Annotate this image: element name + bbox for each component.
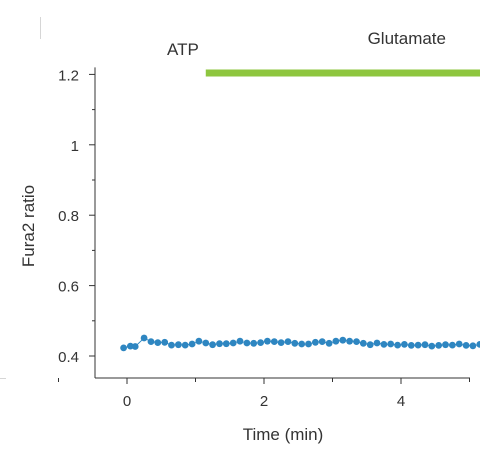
- data-point: [202, 339, 210, 347]
- data-point: [209, 341, 217, 349]
- data-point: [161, 338, 169, 346]
- data-point: [325, 339, 333, 347]
- data-point: [394, 341, 401, 349]
- data-point: [270, 338, 278, 345]
- x-axis-label: Time (min): [243, 425, 324, 444]
- data-point: [284, 338, 292, 345]
- y-axis-ticks: 0.4 0.6 0.8 1 1.2: [58, 67, 95, 366]
- data-point: [469, 342, 477, 350]
- data-point: [236, 337, 244, 345]
- data-point: [380, 341, 388, 348]
- data-point: [346, 337, 353, 345]
- data-point: [305, 340, 312, 348]
- x-tick-label: 2: [260, 393, 268, 410]
- axes: 0.40.60.811.2 0246810: [58, 67, 470, 410]
- data-point: [120, 344, 127, 352]
- data-point: [216, 340, 223, 348]
- data-point: [339, 336, 347, 344]
- scan-artifact-left: [0, 378, 6, 379]
- data-point: [359, 339, 367, 347]
- data-point: [353, 338, 360, 345]
- data-point: [175, 341, 182, 349]
- data-point: [449, 341, 456, 349]
- atp-label: ATP: [167, 40, 199, 59]
- data-point: [455, 340, 463, 348]
- data-point: [147, 338, 155, 345]
- y-tick-label: 1.2: [58, 67, 79, 84]
- data-point: [154, 339, 162, 346]
- data-point: [250, 339, 258, 347]
- data-points: [120, 334, 480, 352]
- data-point: [428, 342, 436, 350]
- data-point: [243, 339, 251, 347]
- data-point: [318, 338, 326, 345]
- data-point: [222, 340, 230, 348]
- x-tick-label: 0: [123, 393, 131, 410]
- data-point: [435, 342, 443, 349]
- data-point: [442, 341, 449, 349]
- treatment-bars: ATP Glutamate: [167, 29, 480, 77]
- data-point: [277, 339, 285, 346]
- y-tick-label: 0.4: [58, 349, 79, 366]
- data-point: [332, 337, 340, 345]
- y-axis-label: Fura2 ratio: [19, 185, 38, 267]
- data-point: [195, 337, 203, 345]
- y-tick-label: 1: [71, 138, 79, 155]
- data-point: [140, 334, 148, 342]
- data-point: [188, 340, 196, 348]
- data-point: [387, 340, 395, 348]
- data-point: [291, 339, 299, 347]
- data-point: [414, 341, 422, 349]
- y-tick-label: 0.8: [58, 208, 79, 225]
- data-point: [407, 342, 415, 349]
- glutamate-label: Glutamate: [368, 29, 446, 48]
- data-point: [257, 339, 264, 346]
- data-point: [476, 341, 480, 348]
- data-point: [131, 343, 139, 350]
- data-point: [312, 338, 319, 346]
- data-point: [401, 341, 408, 348]
- series-line: [123, 337, 480, 349]
- data-point: [421, 341, 429, 349]
- x-axis-ticks: 0246810: [58, 378, 470, 410]
- data-point: [181, 341, 189, 349]
- data-point: [229, 339, 237, 347]
- data-point: [168, 341, 175, 349]
- data-point: [264, 337, 271, 345]
- data-point: [366, 341, 374, 349]
- data-point: [462, 342, 470, 349]
- x-tick-label: 4: [397, 393, 405, 410]
- data-point: [373, 339, 381, 347]
- y-tick-label: 0.6: [58, 279, 79, 296]
- scan-artifact-top: [40, 17, 41, 39]
- data-point: [298, 340, 306, 348]
